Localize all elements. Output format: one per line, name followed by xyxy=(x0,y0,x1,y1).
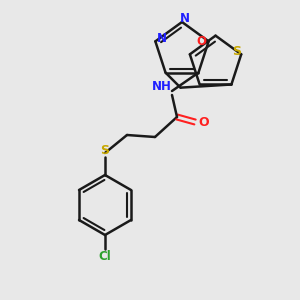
Text: Cl: Cl xyxy=(99,250,111,262)
Text: N: N xyxy=(180,13,190,26)
Text: S: S xyxy=(100,143,109,157)
Text: N: N xyxy=(158,32,167,45)
Text: O: O xyxy=(196,35,207,48)
Text: S: S xyxy=(232,45,241,58)
Text: NH: NH xyxy=(152,80,172,94)
Text: O: O xyxy=(199,116,209,128)
